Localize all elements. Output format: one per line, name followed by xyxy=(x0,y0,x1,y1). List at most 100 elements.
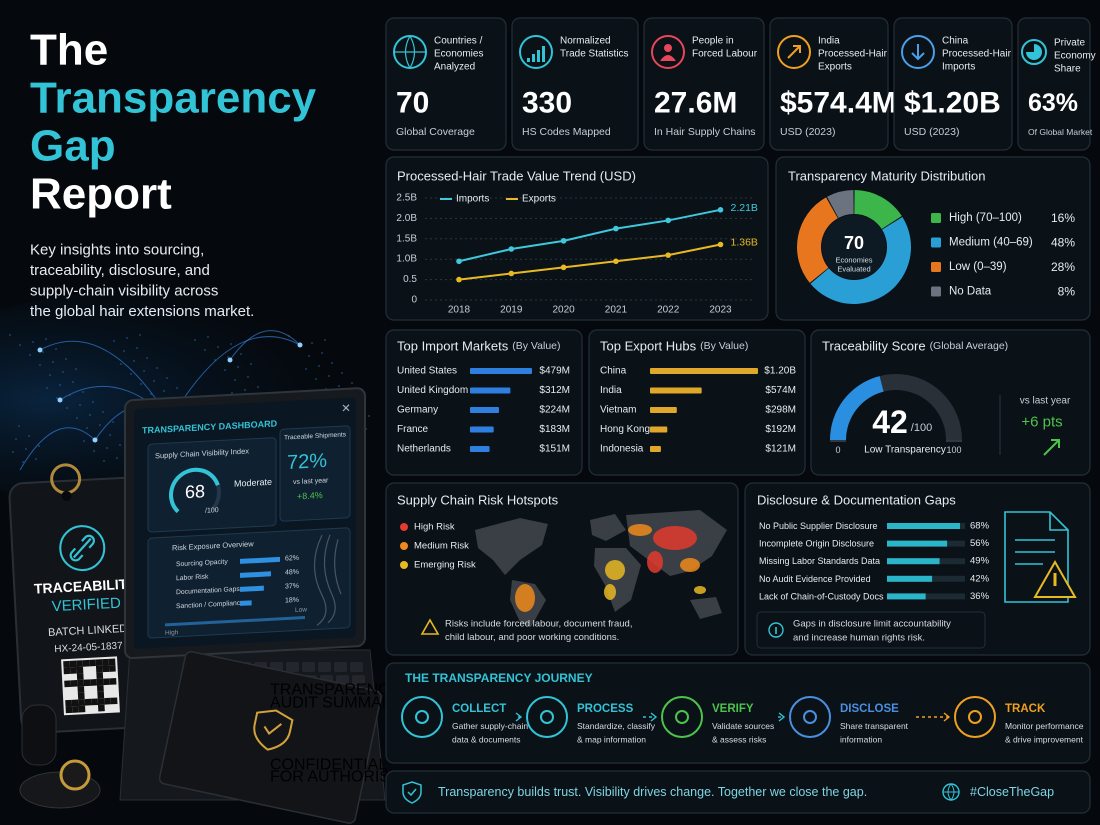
trend-arrow xyxy=(1043,439,1060,456)
step-title: VERIFY xyxy=(712,703,754,715)
map-dot xyxy=(82,391,84,393)
map-dot xyxy=(328,375,330,377)
shipments-value: 72% xyxy=(287,450,327,474)
shield-icon xyxy=(402,781,422,804)
qr-cell xyxy=(76,660,83,668)
kpi-glyph xyxy=(911,44,925,61)
kpi-glyph xyxy=(394,35,426,70)
series-point xyxy=(665,252,671,258)
x-tick-label: 2023 xyxy=(709,305,732,316)
kpi-label: Countries / xyxy=(434,36,483,47)
qr-cell xyxy=(69,660,77,668)
category-label: Lack of Chain-of-Custody Docs xyxy=(759,591,884,601)
map-dot xyxy=(321,352,323,354)
shipments-change: +8.4% xyxy=(297,490,323,501)
chart-subtitle: (By Value) xyxy=(512,340,560,352)
map-dot xyxy=(106,447,108,449)
x-tick-label: 2019 xyxy=(500,305,523,316)
chart-title: Top Export Hubs xyxy=(600,339,697,354)
risk-area xyxy=(647,551,663,573)
kpi-icon xyxy=(651,35,685,69)
map-dot xyxy=(49,374,51,376)
bar xyxy=(650,387,702,394)
risk-bar xyxy=(240,556,280,564)
category-label: United States xyxy=(397,366,457,377)
map-dot xyxy=(156,367,158,369)
qr-cell xyxy=(84,698,92,706)
risk-scale xyxy=(165,616,305,627)
x-tick-label: 2021 xyxy=(605,305,628,316)
legend-label: Imports xyxy=(456,194,489,205)
kpi-glyph xyxy=(527,58,530,62)
kpi-icon xyxy=(519,35,553,69)
chart-title: Top Import Markets xyxy=(397,339,509,354)
kpi-glyph xyxy=(660,55,676,61)
kpi-note: Of Global Market xyxy=(1028,127,1093,137)
bar-track xyxy=(887,593,965,600)
map-dot xyxy=(86,427,88,429)
map-dot xyxy=(103,460,105,462)
map-dot xyxy=(39,364,41,366)
donut-hole xyxy=(822,215,886,279)
kpi-label: Processed-Hair xyxy=(818,49,888,60)
warning-icon xyxy=(420,618,440,635)
map-dot xyxy=(109,434,111,436)
kpi-label: Imports xyxy=(942,62,975,73)
map-dot xyxy=(351,382,353,384)
kpi-label: People in xyxy=(692,36,734,47)
value-label: 49% xyxy=(970,556,990,567)
map-dot xyxy=(150,393,152,395)
footer-panel xyxy=(385,770,1091,814)
panel-note: Risks include forced labour, document fr… xyxy=(445,619,632,630)
risk-area xyxy=(694,586,706,594)
subtitle-line: traceability, disclosure, and xyxy=(30,262,210,279)
step-icon xyxy=(401,696,443,738)
map-dot xyxy=(231,392,233,394)
y-tick-label: 2.5B xyxy=(396,193,417,204)
risk-area xyxy=(628,524,652,536)
map-dot xyxy=(237,366,239,368)
category-label: China xyxy=(600,366,627,377)
map-dot xyxy=(140,383,142,385)
kpi-label: Exports xyxy=(818,62,852,73)
map-dot xyxy=(166,377,168,379)
series-point xyxy=(560,264,567,271)
bar xyxy=(470,446,490,452)
map-dot xyxy=(244,389,246,391)
map-dot xyxy=(204,349,206,351)
qr-cell xyxy=(76,673,84,681)
kpi-card xyxy=(893,17,1013,151)
map-dot xyxy=(119,444,121,446)
shipments-card xyxy=(279,425,351,522)
value-label: $574M xyxy=(765,385,796,396)
key xyxy=(302,662,315,672)
category-label: Germany xyxy=(397,405,438,416)
qr-cell xyxy=(77,692,85,700)
qr-cell xyxy=(109,677,117,685)
map-dot xyxy=(112,421,114,423)
map-dot xyxy=(59,384,61,386)
category-label: Missing Labor Standards Data xyxy=(759,556,880,566)
value-label: 42% xyxy=(970,573,990,584)
risk-title: Risk Exposure Overview xyxy=(172,539,254,552)
kpi-value: 330 xyxy=(522,87,572,120)
info-mark xyxy=(775,627,777,634)
map-dot xyxy=(102,411,104,413)
map-dot xyxy=(18,425,20,427)
qr-cell xyxy=(65,699,73,707)
map-dot xyxy=(45,338,47,340)
map-dot xyxy=(25,448,27,450)
value-label: $192M xyxy=(765,424,796,435)
key xyxy=(318,662,331,672)
tag-code: HX-24-05-1837 xyxy=(54,641,123,656)
value-label: 28% xyxy=(1051,260,1075,274)
map-dot xyxy=(120,363,122,365)
risk-label: 18% xyxy=(285,597,299,605)
document-icon xyxy=(1004,511,1069,603)
legend-swatch xyxy=(931,237,941,248)
value-label: $121M xyxy=(765,444,796,455)
map-dot xyxy=(341,372,343,374)
qr-cell xyxy=(70,667,77,674)
map-dot xyxy=(72,381,74,383)
map-dot xyxy=(42,351,44,353)
